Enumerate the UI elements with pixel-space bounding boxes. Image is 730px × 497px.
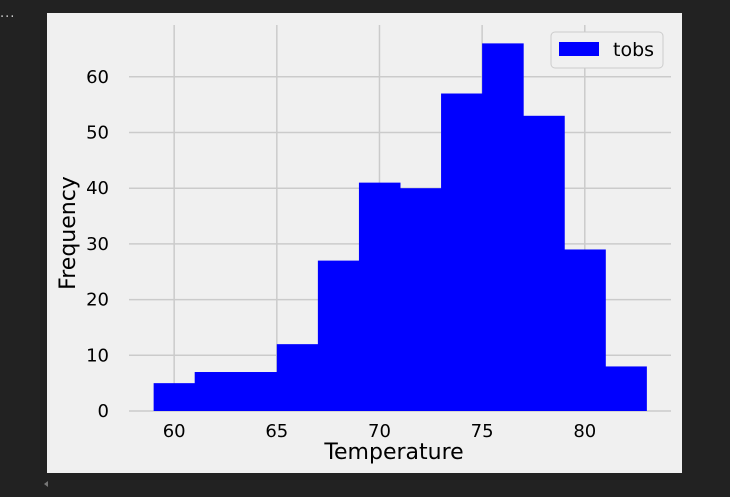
x-tick-label: 75 (471, 421, 494, 442)
y-tick-label: 60 (86, 67, 109, 88)
y-tick-label: 40 (86, 178, 109, 199)
y-axis-ticks: 0 10 20 30 40 50 60 (86, 67, 109, 422)
x-tick-label: 60 (163, 421, 186, 442)
histogram-bar (400, 188, 442, 411)
histogram-bar (194, 372, 237, 411)
x-tick-label: 65 (265, 421, 288, 442)
histogram-bar (235, 372, 278, 411)
y-tick-label: 0 (98, 401, 109, 422)
histogram-chart: 60 65 70 75 80 0 10 20 30 40 50 60 Temperature Fre… (56, 25, 671, 465)
histogram-bar (153, 383, 196, 411)
scroll-left-arrow-icon[interactable] (44, 481, 48, 487)
x-axis-label: Temperature (323, 440, 463, 465)
histogram-bar (358, 182, 401, 411)
x-tick-label: 80 (573, 421, 596, 442)
legend: tobs (550, 31, 664, 69)
y-tick-label: 50 (86, 123, 109, 144)
y-tick-label: 20 (86, 290, 109, 311)
x-tick-label: 70 (368, 421, 391, 442)
histogram-bars (153, 43, 647, 411)
legend-box (550, 31, 664, 69)
y-axis-label: Frequency (56, 176, 81, 290)
histogram-bar (523, 115, 565, 411)
histogram-bar (276, 344, 319, 411)
histogram-bar (564, 249, 606, 411)
histogram-figure: 60 65 70 75 80 0 10 20 30 40 50 60 Temperature Fre… (47, 13, 682, 473)
output-collapse-ellipsis[interactable]: ... (0, 6, 16, 21)
legend-swatch-tobs (559, 42, 599, 56)
y-tick-label: 10 (86, 345, 109, 366)
x-axis-ticks: 60 65 70 75 80 (163, 421, 597, 442)
histogram-bar (605, 366, 647, 411)
y-tick-label: 30 (86, 234, 109, 255)
histogram-bar (317, 260, 360, 411)
histogram-bar (482, 43, 524, 411)
histogram-bar (441, 93, 483, 411)
legend-label-tobs: tobs (613, 39, 654, 61)
